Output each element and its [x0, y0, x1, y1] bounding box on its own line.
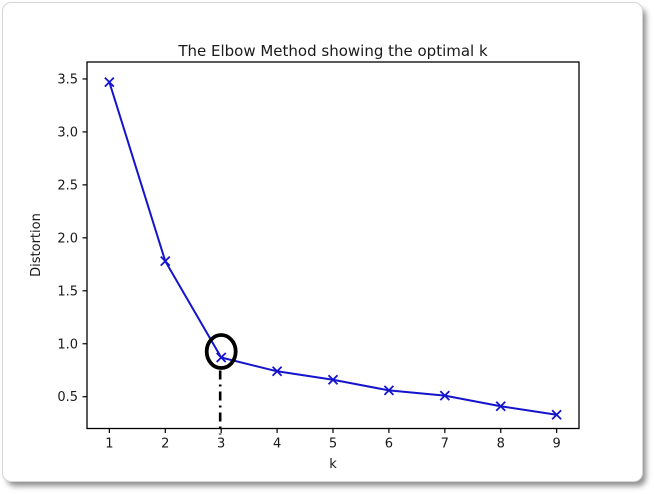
x-tick-label: 9 [552, 437, 560, 452]
x-tick-label: 7 [441, 437, 449, 452]
x-tick-label: 6 [385, 437, 393, 452]
y-tick-label: 3.0 [57, 125, 78, 140]
x-tick-label: 3 [217, 437, 225, 452]
y-tick-label: 0.5 [57, 390, 78, 405]
data-point-marker [383, 385, 395, 396]
data-point-marker [160, 256, 171, 267]
x-tick-label: 8 [497, 437, 505, 452]
x-ticks-group: 1 2 3 4 5 6 7 8 9 [105, 428, 561, 452]
x-tick-label: 1 [105, 437, 113, 452]
x-tick-label: 5 [329, 437, 337, 452]
data-series-group [104, 76, 562, 420]
y-tick-label: 1.0 [57, 337, 78, 352]
x-tick-label: 2 [161, 437, 169, 452]
data-point-marker [439, 390, 450, 401]
data-point-marker [495, 401, 506, 412]
chart-title: The Elbow Method showing the optimal k [177, 42, 488, 60]
y-ticks-group: 0.5 1.0 1.5 2.0 2.5 3.0 3.5 [57, 72, 87, 405]
y-tick-label: 2.0 [57, 231, 78, 246]
data-point-marker [104, 76, 115, 88]
data-line [108, 81, 557, 416]
data-point-marker [551, 409, 562, 420]
data-point-marker [327, 374, 339, 385]
elbow-highlight-circle [204, 333, 238, 370]
y-tick-label: 2.5 [57, 178, 78, 193]
y-axis-label: Distortion [29, 213, 44, 277]
x-tick-label: 4 [273, 437, 281, 452]
data-point-marker [216, 352, 227, 363]
x-axis-label: k [329, 457, 337, 472]
y-tick-label: 1.5 [57, 284, 78, 299]
annotation-group [204, 333, 238, 435]
data-point-marker [271, 366, 283, 377]
y-tick-label: 3.5 [57, 72, 78, 87]
